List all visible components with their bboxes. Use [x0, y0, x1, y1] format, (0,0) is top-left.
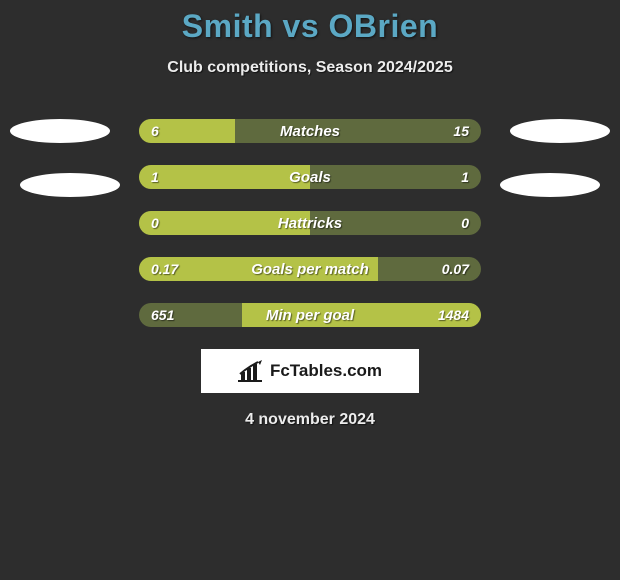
stat-label: Min per goal — [139, 303, 481, 327]
stat-label: Hattricks — [139, 211, 481, 235]
stats-area: 615Matches 11Goals 00Hattricks 0.170.07Goal… — [0, 119, 620, 327]
stat-row: 11Goals — [139, 165, 481, 189]
brand-text: FcTables.com — [270, 361, 382, 381]
club-logo-placeholder — [20, 173, 120, 197]
stat-row: 615Matches — [139, 119, 481, 143]
club-logo-placeholder — [500, 173, 600, 197]
club-logo-placeholder — [510, 119, 610, 143]
title: Smith vs OBrien — [0, 8, 620, 45]
subtitle: Club competitions, Season 2024/2025 — [0, 59, 620, 77]
brand-badge: FcTables.com — [201, 349, 419, 393]
date: 4 november 2024 — [0, 411, 620, 429]
stat-row: 00Hattricks — [139, 211, 481, 235]
club-logo-placeholder — [10, 119, 110, 143]
stat-label: Goals per match — [139, 257, 481, 281]
stat-rows: 615Matches 11Goals 00Hattricks 0.170.07Goal… — [139, 119, 481, 327]
stat-label: Matches — [139, 119, 481, 143]
stat-label: Goals — [139, 165, 481, 189]
chart-icon — [238, 360, 264, 382]
stat-row: 6511484Min per goal — [139, 303, 481, 327]
stat-row: 0.170.07Goals per match — [139, 257, 481, 281]
comparison-infographic: Smith vs OBrien Club competitions, Seaso… — [0, 0, 620, 429]
